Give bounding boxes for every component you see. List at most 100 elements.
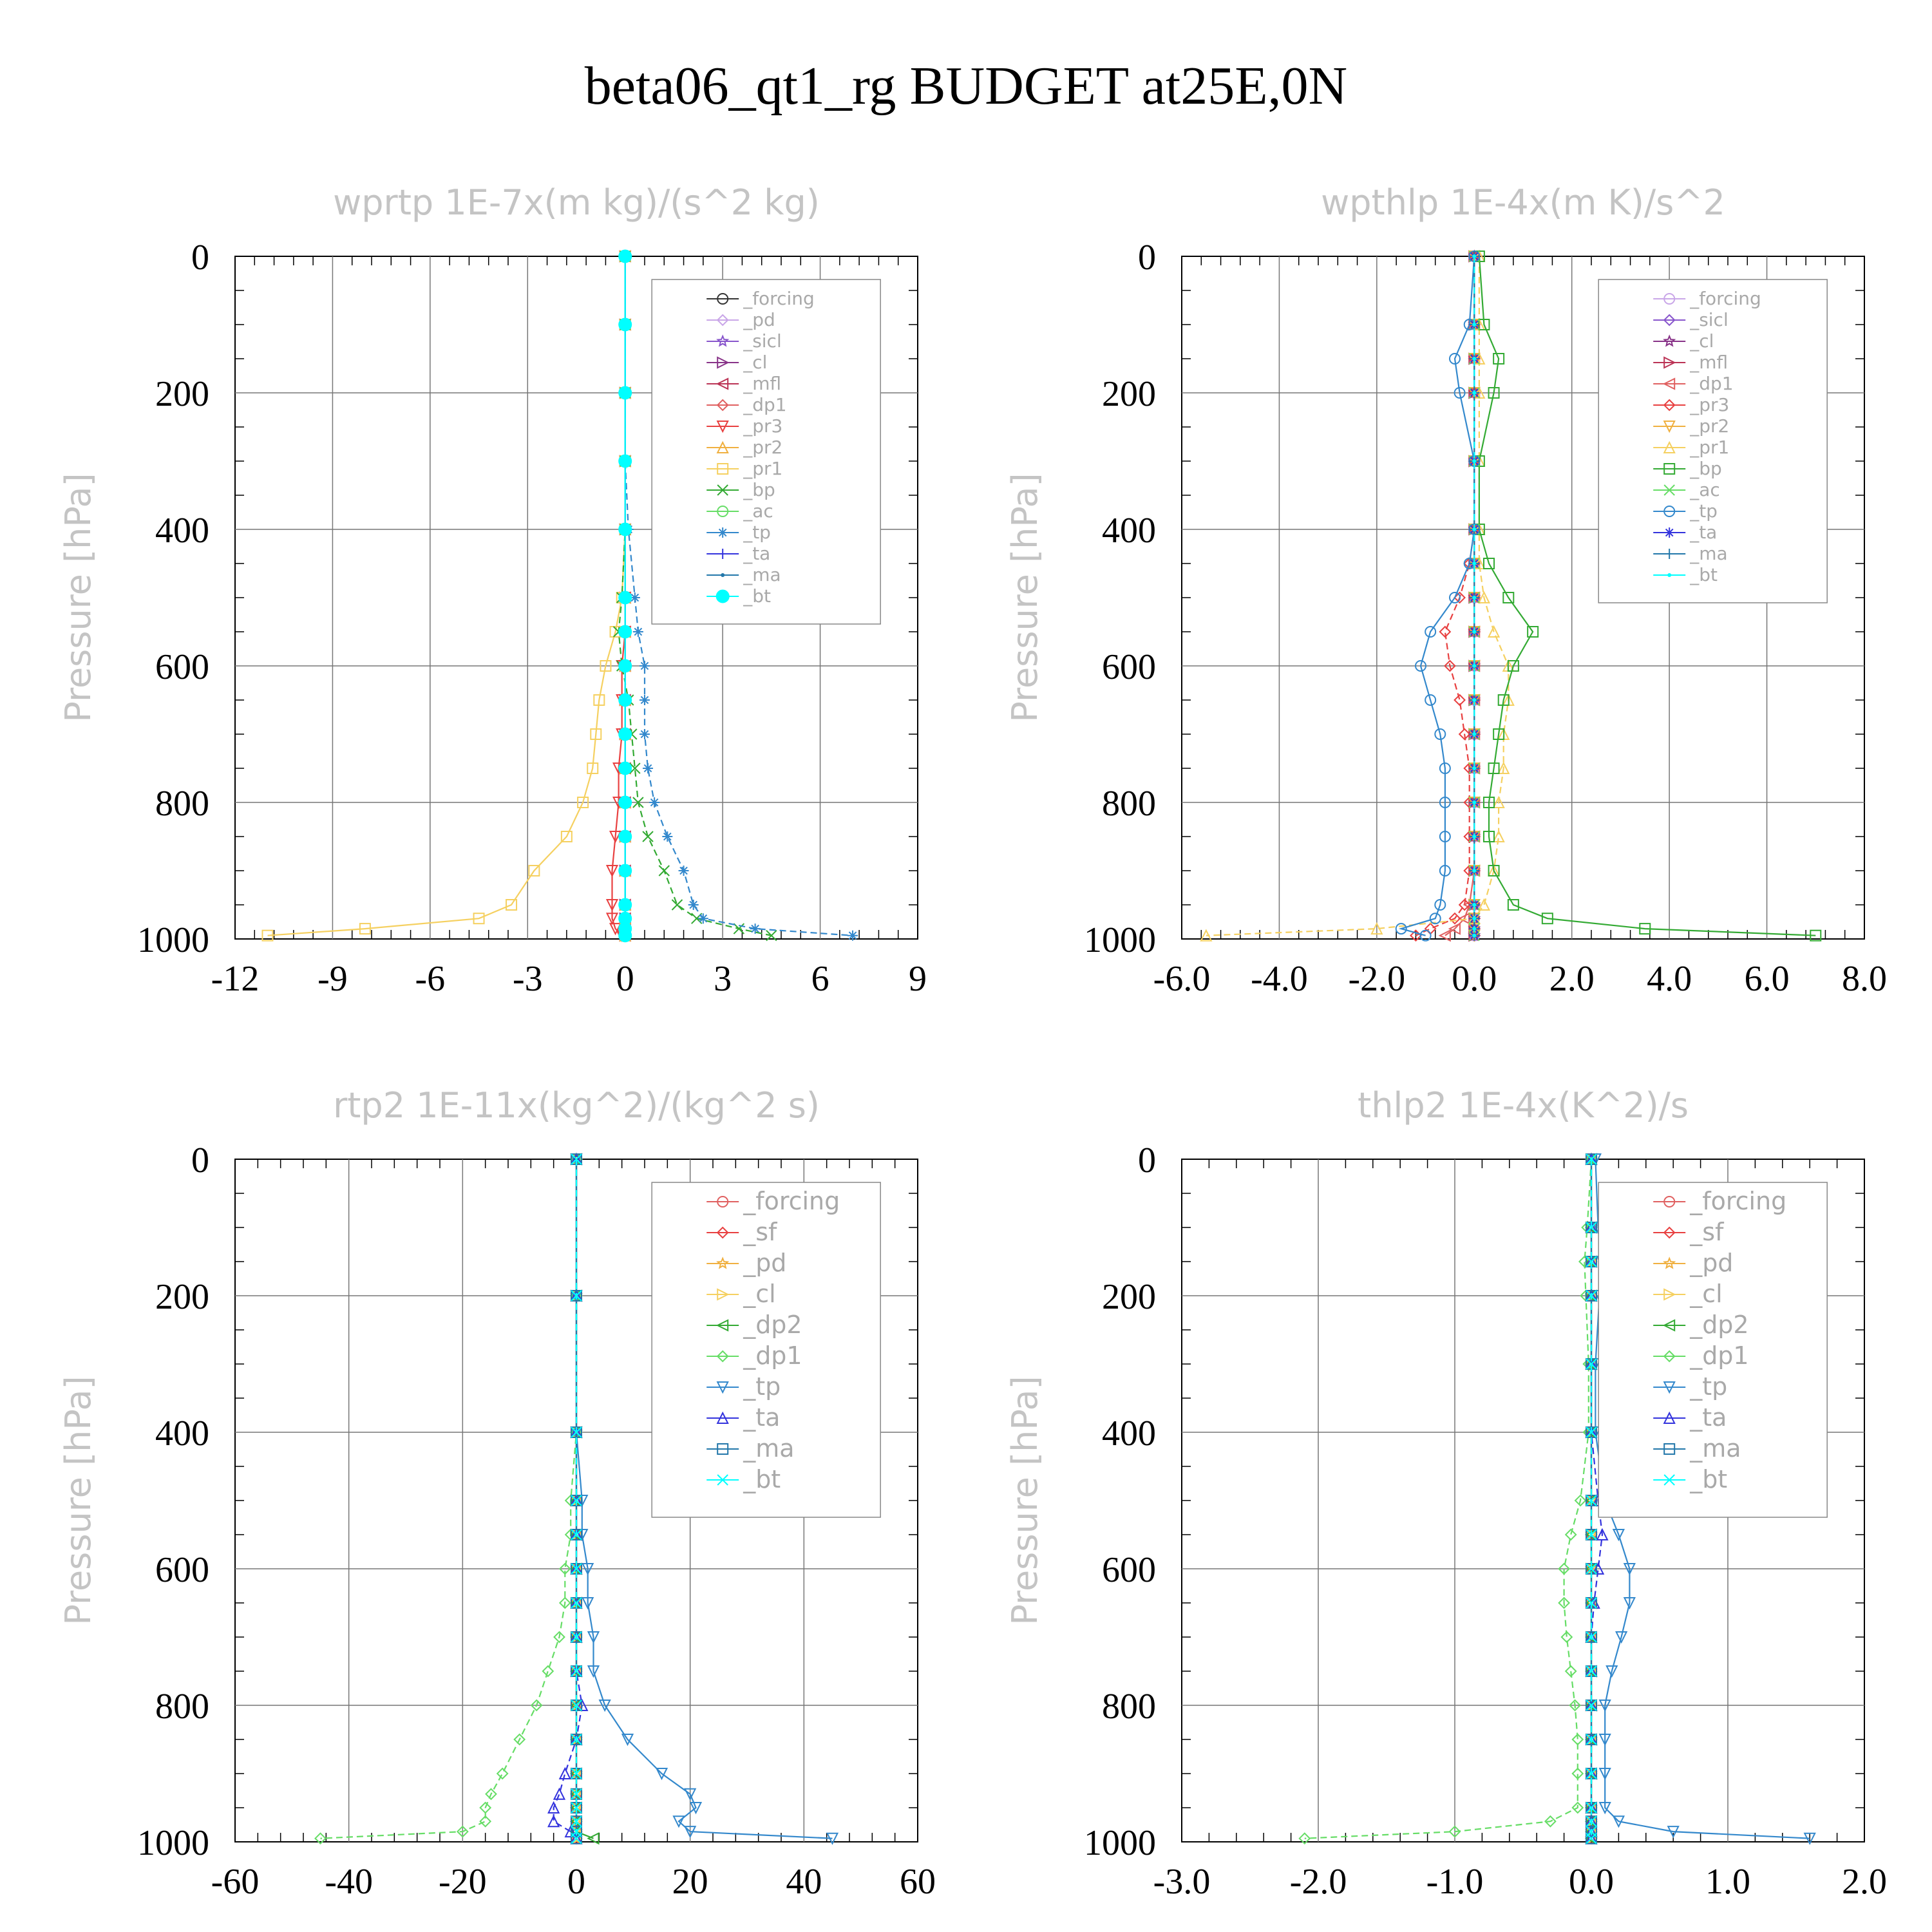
data-point xyxy=(1497,694,1510,706)
data-point xyxy=(542,1665,554,1678)
data-point xyxy=(1586,1734,1597,1745)
data-point xyxy=(1448,1825,1461,1838)
legend-label: _bt xyxy=(743,585,771,607)
legend-label: _ma xyxy=(743,564,781,585)
legend-marker xyxy=(1662,1319,1676,1332)
data-point xyxy=(1586,1563,1597,1575)
data-point xyxy=(639,729,650,739)
data-point xyxy=(1477,591,1491,603)
legend-label: _forcing xyxy=(1689,1187,1786,1215)
legend-marker xyxy=(717,484,728,496)
data-point xyxy=(689,1802,703,1815)
legend-marker xyxy=(716,1411,729,1424)
x-tick-label: 2.0 xyxy=(1842,1862,1887,1902)
legend-label: _ac xyxy=(743,500,773,522)
series-line xyxy=(1206,256,1510,936)
data-point xyxy=(1492,795,1505,808)
legend-box xyxy=(651,279,881,625)
legend-label: _sf xyxy=(743,1218,778,1246)
x-tick-label: 1.0 xyxy=(1705,1862,1750,1902)
data-point xyxy=(1448,922,1461,935)
data-point xyxy=(571,1768,582,1779)
legend-marker xyxy=(1663,440,1676,453)
legend-label: _sicl xyxy=(743,330,782,352)
data-point xyxy=(1527,626,1539,638)
y-tick-label: 200 xyxy=(155,1277,209,1317)
legend-label: _forcing xyxy=(743,288,815,309)
data-point xyxy=(571,1734,582,1745)
data-point xyxy=(733,923,745,934)
legend-marker xyxy=(1663,1226,1676,1239)
data-point xyxy=(571,1290,582,1302)
data-point xyxy=(1472,562,1477,565)
data-point xyxy=(697,913,708,924)
data-point xyxy=(662,831,673,842)
data-point xyxy=(1507,899,1519,911)
data-point xyxy=(1439,762,1451,774)
legend-label: _tp xyxy=(1689,1372,1727,1401)
data-point xyxy=(359,923,371,935)
data-point xyxy=(1803,1832,1816,1845)
legend-marker xyxy=(716,1381,729,1394)
data-point xyxy=(1598,1700,1611,1712)
chart-panel-3: rtp2 1E-11x(kg^2)/(kg^2 s) Pressure [hPa]… xyxy=(58,1085,936,1902)
legend-marker xyxy=(1663,1196,1676,1208)
legend-label: _ta xyxy=(743,1403,780,1432)
x-tick-label: -2.0 xyxy=(1349,959,1406,999)
legend-label: _pd xyxy=(1689,1249,1733,1277)
data-point xyxy=(618,659,632,673)
x-tick-label: -2.0 xyxy=(1290,1862,1347,1902)
data-point xyxy=(571,1426,582,1438)
legend-label: _bt xyxy=(743,1465,781,1493)
legend-label: _tp xyxy=(743,1372,781,1401)
y-tick-label: 200 xyxy=(1102,374,1156,414)
data-point xyxy=(655,1768,668,1781)
legend-label: _dp1 xyxy=(743,1341,802,1370)
x-tick-label: 6.0 xyxy=(1745,959,1790,999)
data-point xyxy=(632,627,643,637)
data-point xyxy=(571,1802,582,1814)
data-point xyxy=(1488,865,1500,876)
data-point xyxy=(1586,1256,1597,1267)
data-point xyxy=(547,1801,560,1814)
legend-label: _ta xyxy=(743,543,770,564)
data-point xyxy=(1612,1529,1625,1542)
x-tick-label: 60 xyxy=(900,1862,936,1902)
y-axis-label: Pressure [hPa] xyxy=(58,1376,99,1625)
y-tick-label: 400 xyxy=(1102,1414,1156,1454)
data-point xyxy=(571,1826,582,1838)
data-point xyxy=(1395,923,1407,935)
data-point xyxy=(766,929,777,942)
data-point xyxy=(618,249,632,263)
y-tick-label: 800 xyxy=(1102,784,1156,824)
data-point xyxy=(485,1788,497,1801)
data-point xyxy=(1439,831,1451,842)
legend-label: _bt xyxy=(1689,1465,1727,1493)
legend-box xyxy=(651,1182,881,1518)
data-point xyxy=(587,1665,600,1678)
legend-marker xyxy=(716,1256,730,1269)
data-point xyxy=(571,1665,582,1677)
data-point xyxy=(1472,698,1477,702)
y-tick-label: 600 xyxy=(155,647,209,687)
data-point xyxy=(1454,694,1466,706)
data-point xyxy=(1586,1768,1597,1779)
legend-label: _pd xyxy=(743,1249,786,1277)
data-point xyxy=(571,1290,582,1302)
data-point xyxy=(1586,1222,1597,1233)
legend-marker xyxy=(717,293,729,305)
panel-title: wpthlp 1E-4x(m K)/s^2 xyxy=(1321,182,1725,223)
x-tick-label: -3.0 xyxy=(1153,1862,1211,1902)
data-point xyxy=(1472,933,1477,938)
data-point xyxy=(577,797,589,808)
series-pr1 xyxy=(261,251,631,942)
data-point xyxy=(1586,1700,1597,1711)
data-point xyxy=(1434,899,1446,911)
data-point xyxy=(629,762,641,774)
data-point xyxy=(558,1562,571,1575)
legend-label: _forcing xyxy=(1689,288,1761,309)
data-point xyxy=(1558,1562,1571,1575)
data-point xyxy=(1370,922,1383,935)
data-point xyxy=(1502,592,1515,603)
legend-marker xyxy=(1664,549,1675,559)
